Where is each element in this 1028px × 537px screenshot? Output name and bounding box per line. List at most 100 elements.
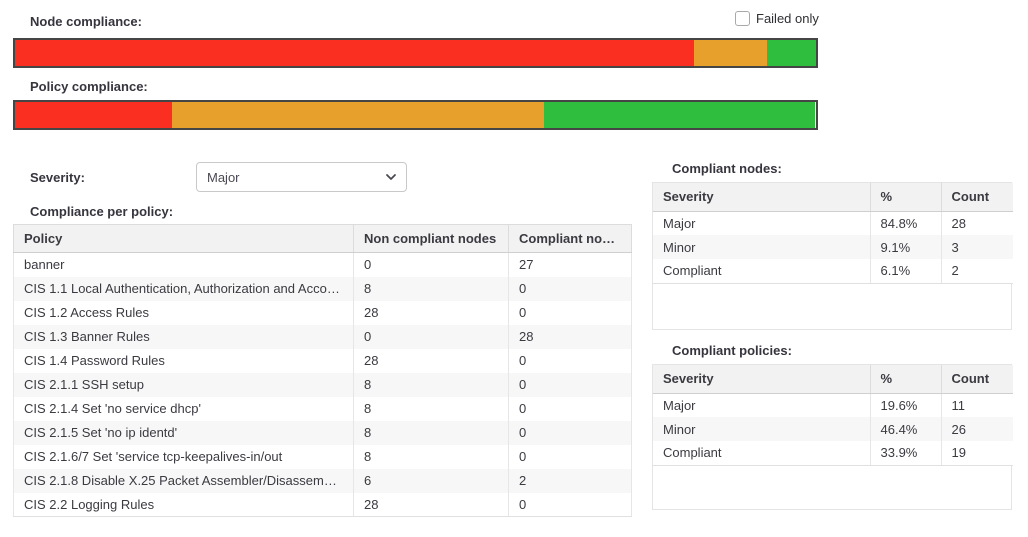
cell: 28: [353, 348, 509, 373]
cell: CIS 2.1.8 Disable X.25 Packet Assembler/…: [13, 468, 354, 493]
cell: CIS 2.1.5 Set 'no ip identd': [13, 420, 354, 445]
cell: 3: [940, 235, 1013, 259]
column-header-severity[interactable]: Severity: [653, 365, 871, 394]
cell: 8: [353, 372, 509, 397]
bar-segment-major[interactable]: [15, 102, 172, 128]
bar-segment-minor[interactable]: [171, 102, 544, 128]
cell: banner: [13, 252, 354, 277]
cell: 28: [353, 492, 509, 517]
cell: CIS 1.3 Banner Rules: [13, 324, 354, 349]
cell: Compliant: [653, 441, 871, 466]
column-header-percent[interactable]: %: [869, 365, 942, 394]
cell: Compliant: [653, 259, 871, 284]
policy-compliance-bar: [13, 100, 818, 130]
cell: 0: [508, 372, 632, 397]
cell: 27: [508, 252, 632, 277]
compliant-nodes-title: Compliant nodes:: [672, 161, 782, 176]
bar-segment-compliant[interactable]: [543, 102, 816, 128]
compliance-per-policy-title: Compliance per policy:: [30, 204, 174, 219]
cell: 0: [353, 324, 509, 349]
failed-only-control[interactable]: Failed only: [735, 11, 819, 26]
cell: 0: [508, 348, 632, 373]
column-header-percent[interactable]: %: [869, 183, 942, 212]
compliant-policies-table: Severity % Count Major 19.6% 11 Minor 46.4% 2…: [652, 364, 1013, 510]
column-header-non-compliant-nodes[interactable]: Non compliant nodes: [353, 224, 509, 253]
severity-label: Severity:: [30, 170, 85, 185]
cell: 8: [353, 396, 509, 421]
failed-only-checkbox[interactable]: [735, 11, 750, 26]
policy-compliance-label: Policy compliance:: [30, 79, 148, 94]
cell: 6.1%: [869, 259, 942, 284]
cell: 19: [940, 441, 1013, 466]
severity-select[interactable]: Major: [196, 162, 407, 192]
cell: 0: [508, 396, 632, 421]
cell: 26: [940, 417, 1013, 441]
table-header-row: Severity % Count: [653, 365, 1013, 394]
cell: 0: [508, 492, 632, 517]
table-row: CIS 2.2 Logging Rules 28 0: [13, 492, 632, 517]
cell: CIS 1.4 Password Rules: [13, 348, 354, 373]
table-row: CIS 1.1 Local Authentication, Authorizat…: [13, 276, 632, 301]
column-header-count[interactable]: Count: [940, 183, 1013, 212]
table-row: Major 84.8% 28: [653, 211, 1013, 235]
cell: Major: [653, 393, 871, 417]
table-row: CIS 1.4 Password Rules 28 0: [13, 348, 632, 373]
cell: 2: [508, 468, 632, 493]
cell: 2: [940, 259, 1013, 284]
table-header-row: Severity % Count: [653, 183, 1013, 212]
table-row: Compliant 33.9% 19: [653, 441, 1013, 466]
cell: 6: [353, 468, 509, 493]
bar-segment-compliant[interactable]: [767, 40, 816, 66]
column-header-policy[interactable]: Policy: [13, 224, 354, 253]
cell: CIS 2.1.4 Set 'no service dhcp': [13, 396, 354, 421]
table-header-row: Policy Non compliant nodes Compliant nod…: [13, 224, 632, 253]
cell: CIS 2.1.1 SSH setup: [13, 372, 354, 397]
node-compliance-label: Node compliance:: [30, 14, 142, 29]
cell: 8: [353, 276, 509, 301]
cell: 0: [508, 276, 632, 301]
cell: 0: [508, 444, 632, 469]
cell: 8: [353, 444, 509, 469]
column-header-count[interactable]: Count: [940, 365, 1013, 394]
bar-segment-minor[interactable]: [694, 40, 768, 66]
failed-only-label: Failed only: [756, 11, 819, 26]
table-row: Minor 9.1% 3: [653, 235, 1013, 259]
cell: 0: [508, 420, 632, 445]
cell: CIS 2.1.6/7 Set 'service tcp-keepalives-…: [13, 444, 354, 469]
table-row: CIS 2.1.4 Set 'no service dhcp' 8 0: [13, 396, 632, 421]
cell: Major: [653, 211, 871, 235]
cell: 84.8%: [869, 211, 942, 235]
cell: CIS 1.2 Access Rules: [13, 300, 354, 325]
cell: 28: [353, 300, 509, 325]
table-row: CIS 2.1.5 Set 'no ip identd' 8 0: [13, 420, 632, 445]
cell: 0: [353, 252, 509, 277]
column-header-severity[interactable]: Severity: [653, 183, 871, 212]
cell: 33.9%: [869, 441, 942, 466]
cell: CIS 2.2 Logging Rules: [13, 492, 354, 517]
compliant-nodes-table: Severity % Count Major 84.8% 28 Minor 9.1% 3 C…: [652, 182, 1013, 330]
table-row: Major 19.6% 11: [653, 393, 1013, 417]
node-compliance-bar: [13, 38, 818, 68]
cell: Minor: [653, 235, 871, 259]
table-row: CIS 2.1.8 Disable X.25 Packet Assembler/…: [13, 468, 632, 493]
cell: 28: [508, 324, 632, 349]
compliance-per-policy-table: Policy Non compliant nodes Compliant nod…: [13, 224, 632, 517]
bar-segment-major[interactable]: [15, 40, 695, 66]
column-header-compliant-nodes[interactable]: Compliant node…: [508, 224, 632, 253]
cell: 9.1%: [869, 235, 942, 259]
table-row: Compliant 6.1% 2: [653, 259, 1013, 284]
table-row: banner 0 27: [13, 252, 632, 277]
severity-select-wrap: Major: [196, 162, 407, 192]
cell: 8: [353, 420, 509, 445]
table-row: CIS 1.3 Banner Rules 0 28: [13, 324, 632, 349]
cell: 0: [508, 300, 632, 325]
cell: 11: [940, 393, 1013, 417]
cell: Minor: [653, 417, 871, 441]
cell: CIS 1.1 Local Authentication, Authorizat…: [13, 276, 354, 301]
table-row: CIS 2.1.1 SSH setup 8 0: [13, 372, 632, 397]
cell: 28: [940, 211, 1013, 235]
table-row: Minor 46.4% 26: [653, 417, 1013, 441]
compliant-policies-title: Compliant policies:: [672, 343, 792, 358]
table-row: CIS 1.2 Access Rules 28 0: [13, 300, 632, 325]
table-row: CIS 2.1.6/7 Set 'service tcp-keepalives-…: [13, 444, 632, 469]
